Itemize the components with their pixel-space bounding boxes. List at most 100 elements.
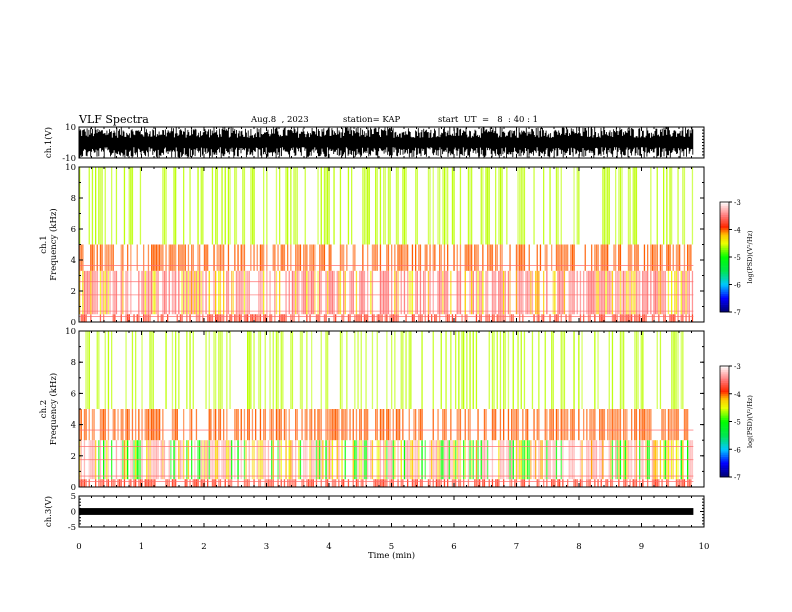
y-tick-label: -5 — [68, 523, 76, 533]
spectrogram-cell — [307, 270, 310, 315]
spectrogram-cell — [672, 409, 674, 441]
spectrogram-cell — [275, 270, 278, 315]
spectrogram-cell — [525, 409, 527, 441]
spectrogram-cell — [664, 270, 666, 315]
spectrogram-cell — [99, 409, 102, 441]
spectrogram-cell — [546, 244, 548, 271]
spectrogram-cell — [375, 244, 377, 271]
spectrogram-cell — [560, 270, 562, 315]
spectrogram-cell — [101, 409, 103, 441]
spectrogram-cell — [650, 409, 652, 441]
spectrogram-cell — [432, 244, 434, 271]
spectrogram-cell — [562, 244, 564, 271]
spectrogram-cell — [591, 409, 593, 441]
spectrogram-cell — [304, 244, 306, 271]
spectrogram-cell — [543, 479, 545, 487]
y-tick-label: 0 — [71, 483, 76, 493]
spectrogram-cell — [157, 270, 159, 315]
spectrogram-cell — [248, 479, 250, 487]
spectrogram-cell — [88, 270, 90, 315]
spectrogram-cell — [474, 479, 476, 487]
spectrogram-cell — [200, 270, 202, 315]
spectrogram-cell — [258, 314, 260, 322]
spectrogram-cell — [634, 314, 636, 322]
spectrogram-cell — [639, 270, 641, 315]
spectrogram-cell — [263, 270, 265, 315]
spectrogram-cell — [227, 167, 230, 245]
spectrogram-cell — [138, 479, 140, 487]
spectrogram-cell — [623, 314, 625, 322]
spectrogram-cell — [605, 479, 607, 487]
spectrogram-cell — [586, 270, 588, 315]
colorbar-cell — [720, 251, 729, 254]
spectrogram-cell — [421, 331, 423, 409]
spectrogram-cell — [400, 331, 402, 409]
colorbar-cell — [720, 421, 729, 424]
colorbar-cell — [720, 247, 729, 250]
spectrogram-cell — [274, 270, 276, 315]
spectrogram-cell — [525, 270, 527, 315]
spectrogram-cell — [279, 270, 281, 315]
spectrogram-cell — [91, 244, 94, 271]
spectrogram-cell — [687, 409, 689, 441]
spectrogram-cell — [607, 167, 609, 245]
spectrogram-cell — [315, 479, 318, 487]
spectrogram-cell — [520, 244, 522, 271]
spectrogram-cell — [573, 167, 575, 245]
spectrogram-cell — [351, 167, 353, 245]
spectrogram-cell — [536, 314, 538, 322]
spectrogram-cell — [319, 244, 321, 271]
spectrogram-cell — [631, 409, 633, 441]
colorbar-cell — [720, 460, 729, 463]
colorbar-cell — [720, 202, 729, 205]
spectrogram-cell — [151, 244, 153, 271]
spectrogram-cell — [279, 167, 281, 245]
spectrogram-cell — [128, 314, 130, 322]
spectrogram-cell — [299, 331, 302, 409]
spectrogram-cell — [458, 479, 460, 487]
spectrogram-cell — [607, 479, 609, 487]
spectrogram-cell — [360, 270, 362, 315]
spectrogram-cell — [589, 409, 591, 441]
spectrogram-cell — [111, 479, 113, 487]
spectrogram-cell — [560, 331, 562, 409]
colorbar-cell — [720, 231, 729, 234]
spectrogram-cell — [594, 479, 596, 487]
spectrogram-cell — [323, 167, 326, 245]
spectrogram-cell — [296, 409, 298, 441]
spectrogram-cell — [659, 270, 662, 315]
spectrogram-cell — [511, 409, 513, 441]
spectrogram-cell — [634, 244, 636, 271]
spectrogram-cell — [319, 270, 321, 315]
spectrogram-cell — [162, 244, 164, 271]
spectrogram-cell — [359, 270, 361, 315]
spectrogram-cell — [277, 479, 279, 487]
spectrogram-cell — [400, 479, 402, 487]
spectrogram-cell — [293, 167, 295, 245]
spectrogram-cell — [677, 479, 679, 487]
spectrogram-cell — [659, 331, 662, 409]
spectrogram-cell — [93, 409, 95, 441]
spectrogram-cell — [306, 331, 308, 409]
spectrogram-cell — [570, 314, 572, 322]
spectrogram-cell — [245, 479, 247, 487]
spectrogram-cell — [477, 244, 479, 271]
spectrogram-cell — [98, 167, 100, 245]
spectrogram-cell — [303, 270, 305, 315]
colorbar-cell — [720, 412, 729, 415]
spectrogram-cell — [499, 331, 502, 409]
spectrogram-cell — [493, 409, 495, 441]
spectrogram-cell — [539, 244, 542, 271]
spectrogram-cell — [229, 167, 231, 245]
colorbar-cell — [720, 271, 729, 274]
spectrogram-cell — [122, 409, 124, 441]
spectrogram-cell — [411, 479, 414, 487]
spectrogram-cell — [269, 314, 271, 322]
spectrogram-cell — [691, 314, 694, 322]
spectrogram-cell — [421, 479, 423, 487]
colorbar-cell — [720, 253, 729, 256]
spectrogram-cell — [635, 244, 638, 271]
spectrogram-cell — [367, 270, 369, 315]
colorbar-cell — [720, 415, 729, 419]
spectrogram-cell — [659, 244, 662, 271]
